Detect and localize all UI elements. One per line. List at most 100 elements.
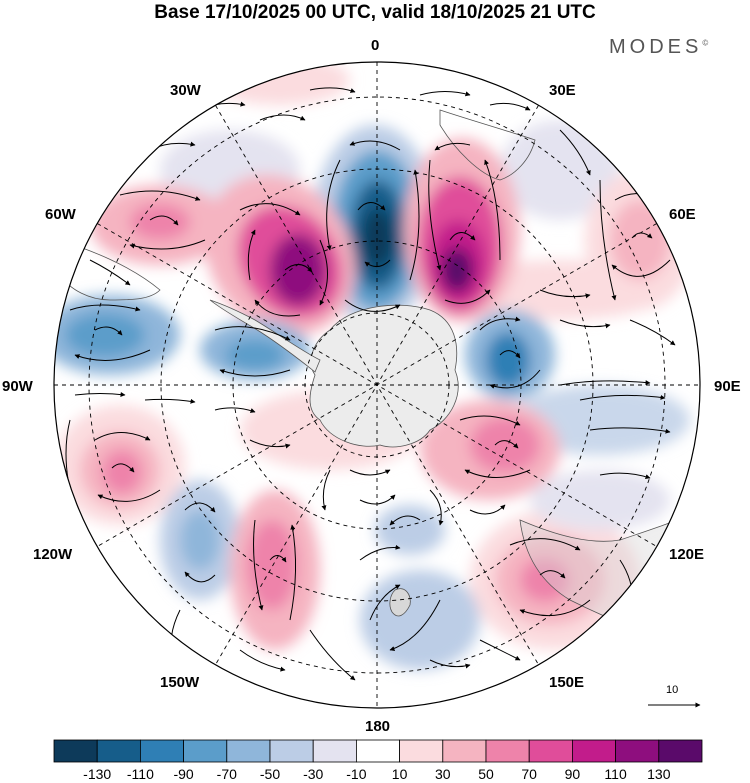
colorbar-swatch: [355, 739, 400, 763]
brand-mark: ©: [702, 38, 709, 48]
colorbar-tick-label: -130: [83, 766, 112, 782]
wind-arrow: [429, 489, 444, 526]
wind-arrow: [364, 259, 391, 267]
wind-arrow: [479, 316, 521, 331]
anomaly-neg-80W-core: [65, 313, 145, 357]
wind-arrow: [494, 440, 519, 449]
anomaly-faint-105E: [530, 470, 670, 530]
wind-arrow: [419, 91, 471, 97]
lon-label-120w: 120W: [33, 546, 73, 563]
wind-arrow: [489, 102, 531, 111]
colorbar-tick-label: -110: [126, 766, 154, 782]
wind-arrow: [214, 326, 291, 341]
wind-arrow: [389, 599, 441, 651]
colorbar-swatch: [312, 739, 357, 763]
colorbar-tick-label: -10: [346, 766, 367, 782]
wind-arrow: [611, 259, 671, 277]
wind-arrow: [349, 469, 391, 476]
wind-arrow: [253, 519, 264, 611]
wind-arrow: [309, 87, 356, 93]
wind-arrow: [239, 203, 301, 216]
anomaly-field-layer: [54, 62, 695, 670]
wind-arrow: [74, 391, 126, 397]
wind-arrow: [428, 159, 442, 271]
colorbar-swatch: [183, 739, 228, 763]
south-america-coast: [59, 239, 161, 301]
wind-arrow: [559, 319, 611, 329]
wind-arrow: [344, 299, 401, 312]
wind-arrow: [429, 659, 471, 669]
wind-arrow: [469, 504, 506, 515]
new-zealand-coast: [389, 588, 411, 617]
anomaly-neg-65W-inner-core: [225, 339, 285, 371]
wind-arrow: [69, 304, 141, 312]
anomaly-pos-110E-core: [470, 417, 540, 473]
wind-arrow: [357, 202, 386, 211]
wind-arrow: [97, 489, 161, 502]
wind-arrow: [89, 259, 131, 286]
wind-arrow: [599, 472, 651, 480]
lon-label-60w: 60W: [45, 206, 76, 223]
wind-arrow: [449, 232, 476, 241]
anomaly-pos-45W-core: [270, 234, 326, 306]
wind-arrow: [94, 432, 151, 441]
colorbar-swatch: [53, 739, 98, 763]
wind-arrow: [149, 215, 179, 226]
lon-label-150e: 150E: [549, 674, 585, 691]
wind-arrow: [631, 232, 653, 239]
wind-arrow: [434, 142, 471, 151]
wind-arrow: [74, 349, 151, 361]
lon-label-0: 0: [371, 37, 380, 54]
wind-arrow: [249, 439, 291, 449]
colorbar-swatch: [528, 739, 573, 763]
colorbar-swatch: [399, 739, 444, 763]
colorbar-tick-label: 10: [391, 766, 408, 782]
wind-arrow: [459, 415, 521, 426]
anomaly-neg-85E-core: [486, 332, 530, 388]
anomaly-neg-175E: [360, 570, 480, 670]
wind-arrow: [284, 264, 313, 273]
wind-arrow: [409, 169, 420, 281]
meridian-60e-120w: [97, 223, 657, 547]
colorbar-swatch: [269, 739, 314, 763]
colorbar-tick-label: -30: [303, 766, 324, 782]
lon-label-30w: 30W: [170, 82, 201, 99]
wind-arrow: [309, 629, 356, 681]
anomaly-pos-145W-core: [247, 520, 297, 610]
wind-arrow: [289, 524, 297, 621]
wind-arrow: [499, 350, 521, 359]
map-boundary: [53, 61, 701, 709]
colorbar-tick-label: -50: [259, 766, 281, 782]
wind-arrow: [559, 380, 651, 386]
colorbar-swatch: [658, 739, 703, 763]
wind-arrow: [589, 427, 671, 434]
wind-vectors: [65, 87, 676, 681]
wind-arrow: [359, 544, 401, 561]
wind-arrow: [219, 369, 291, 377]
anomaly-neg-170E: [375, 505, 445, 555]
wind-arrow: [489, 369, 541, 389]
anomaly-pos-115W-core: [102, 450, 142, 494]
lon-label-120e: 120E: [669, 546, 705, 563]
colorbar-tick-label: 110: [604, 766, 627, 782]
wind-arrow: [539, 289, 591, 299]
wind-arrow: [629, 319, 676, 346]
wind-arrow: [509, 538, 581, 551]
wind-arrow: [254, 299, 301, 317]
anomaly-neg-0E-core: [362, 208, 394, 268]
anomaly-neg-140W-core: [180, 510, 220, 570]
map-title: Base 17/10/2025 00 UTC, valid 18/10/2025…: [154, 2, 596, 23]
wind-arrow: [484, 159, 501, 261]
wind-arrow: [119, 190, 201, 201]
wind-arrow: [326, 159, 341, 251]
africa-coast: [439, 109, 536, 181]
anomaly-pos-65W-core: [130, 204, 190, 240]
colorbar-swatch: [485, 739, 530, 763]
colorbar-tick-label: 30: [435, 766, 451, 782]
colorbar-tick-label: -90: [173, 766, 194, 782]
brand-logo: MODES©: [609, 36, 708, 59]
wind-arrow: [269, 555, 287, 563]
wind-arrow: [239, 649, 286, 672]
colorbar-tick-label: 70: [521, 766, 537, 782]
